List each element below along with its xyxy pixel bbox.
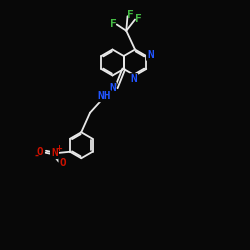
- Text: F: F: [127, 10, 134, 20]
- Text: O: O: [37, 147, 44, 157]
- Text: N: N: [147, 50, 154, 60]
- Text: -: -: [34, 151, 38, 161]
- Text: N: N: [109, 83, 116, 93]
- Text: F: F: [135, 14, 142, 24]
- Text: F: F: [110, 19, 117, 29]
- Text: NH: NH: [97, 91, 110, 101]
- Text: O: O: [60, 158, 66, 168]
- Text: N: N: [51, 148, 58, 158]
- Text: N: N: [130, 74, 137, 84]
- Text: +: +: [55, 144, 62, 153]
